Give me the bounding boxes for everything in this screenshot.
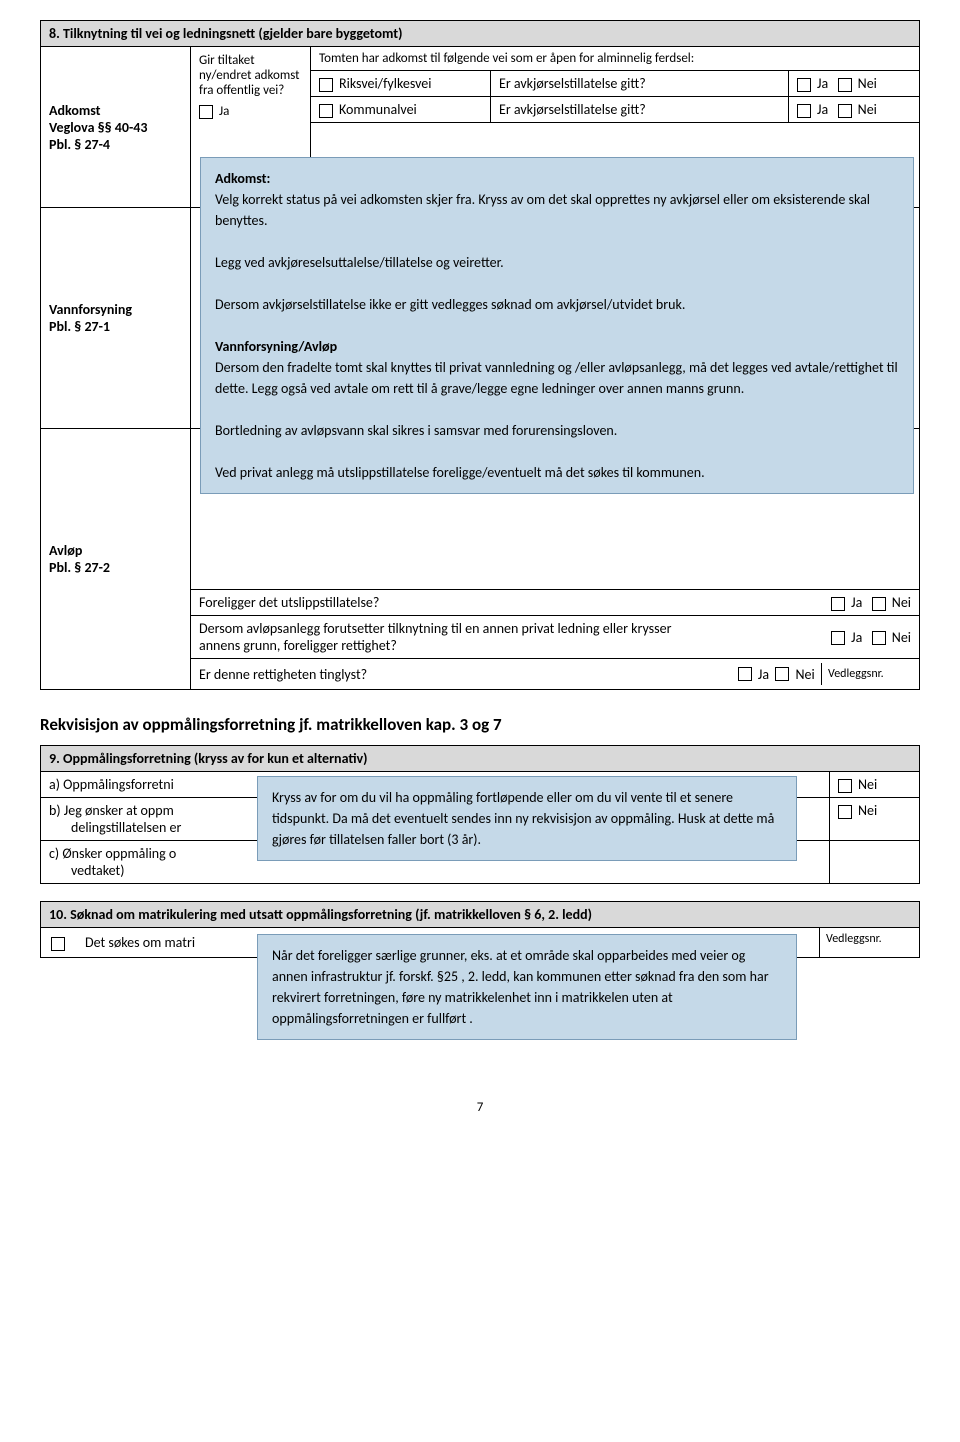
avlop-label-cell: Avløp Pbl. § 27-2 bbox=[41, 429, 191, 689]
s9-a: a) Oppmålingsforretni bbox=[49, 776, 174, 793]
avlop-q2-nei: Nei bbox=[892, 629, 911, 646]
avlop-vedlegg: Vedleggsnr. bbox=[821, 663, 911, 685]
s10-vedlegg: Vedleggsnr. bbox=[819, 928, 919, 957]
kommunal-checkbox[interactable] bbox=[319, 104, 333, 118]
avlop-label2: Pbl. § 27-2 bbox=[49, 559, 182, 576]
page-number: 7 bbox=[40, 1100, 920, 1115]
adkomst-label2: Veglova §§ 40-43 bbox=[49, 119, 182, 136]
kommunal-label: Kommunalvei bbox=[339, 101, 417, 118]
avlop-q2: Dersom avløpsanlegg forutsetter tilknytn… bbox=[199, 620, 699, 654]
kommunal-ja: Ja bbox=[817, 101, 828, 118]
callout-p4: Dersom den fradelte tomt skal knyttes ti… bbox=[215, 357, 899, 399]
avlop-q3: Er denne rettigheten tinglyst? bbox=[199, 666, 367, 683]
s9-a-nei: Nei bbox=[858, 776, 877, 793]
avlop-q1-ja: Ja bbox=[851, 594, 862, 611]
vann-label-cell: Vannforsyning Pbl. § 27-1 bbox=[41, 208, 191, 428]
section8-callout: Adkomst: Velg korrekt status på vei adko… bbox=[200, 157, 914, 494]
avlop-q3-ja: Ja bbox=[758, 666, 769, 683]
s9-b-nei: Nei bbox=[858, 802, 877, 819]
adkomst-intro: Tomten har adkomst til følgende vei som … bbox=[311, 47, 919, 71]
riksvei-ja: Ja bbox=[817, 75, 828, 92]
section8-body: Adkomst Veglova §§ 40-43 Pbl. § 27-4 Gir… bbox=[40, 47, 920, 690]
avlop-q2-nei-checkbox[interactable] bbox=[872, 631, 886, 645]
callout-p5: Bortledning av avløpsvann skal sikres i … bbox=[215, 420, 899, 441]
kommunal-ja-checkbox[interactable] bbox=[797, 104, 811, 118]
adkomst-q1: Gir tiltaket ny/endret adkomst fra offen… bbox=[199, 53, 302, 98]
kommunal-nei: Nei bbox=[858, 101, 877, 118]
section9-header: 9. Oppmålingsforretning (kryss av for ku… bbox=[40, 745, 920, 772]
riksvei-q: Er avkjørselstillatelse gitt? bbox=[491, 71, 789, 96]
avlop-q1-nei: Nei bbox=[892, 594, 911, 611]
riksvei-nei: Nei bbox=[858, 75, 877, 92]
adkomst-ja-label: Ja bbox=[219, 104, 229, 119]
vann-label2: Pbl. § 27-1 bbox=[49, 318, 182, 335]
avlop-q3-nei-checkbox[interactable] bbox=[775, 667, 789, 681]
callout-p6: Ved privat anlegg må utslippstillatelse … bbox=[215, 462, 899, 483]
avlop-q3-nei: Nei bbox=[795, 666, 814, 683]
callout-head1: Adkomst: bbox=[215, 170, 270, 187]
callout-p1: Velg korrekt status på vei adkomsten skj… bbox=[215, 189, 899, 231]
callout-p2: Legg ved avkjøreselsuttalelse/tillatelse… bbox=[215, 252, 899, 273]
section10-body: Det søkes om matri Vedleggsnr. Når det f… bbox=[40, 928, 920, 1088]
riksvei-checkbox[interactable] bbox=[319, 78, 333, 92]
riksvei-ja-checkbox[interactable] bbox=[797, 78, 811, 92]
avlop-q2-ja-checkbox[interactable] bbox=[831, 631, 845, 645]
avlop-q1-ja-checkbox[interactable] bbox=[831, 597, 845, 611]
callout-head2: Vannforsyning/Avløp bbox=[215, 338, 337, 355]
avlop-q1-nei-checkbox[interactable] bbox=[872, 597, 886, 611]
adkomst-label-cell: Adkomst Veglova §§ 40-43 Pbl. § 27-4 bbox=[41, 47, 191, 207]
vann-label1: Vannforsyning bbox=[49, 301, 182, 318]
rekvisisjon-heading: Rekvisisjon av oppmålingsforretning jf. … bbox=[40, 714, 920, 735]
s9-c2: vedtaket) bbox=[49, 862, 821, 879]
adkomst-label1: Adkomst bbox=[49, 102, 182, 119]
section9-callout: Kryss av for om du vil ha oppmåling fort… bbox=[257, 776, 797, 861]
avlop-label1: Avløp bbox=[49, 542, 182, 559]
adkomst-label3: Pbl. § 27-4 bbox=[49, 136, 182, 153]
section10-header: 10. Søknad om matrikulering med utsatt o… bbox=[40, 901, 920, 928]
avlop-q1: Foreligger det utslippstillatelse? bbox=[199, 594, 379, 611]
section10-callout: Når det foreligger særlige grunner, eks.… bbox=[257, 934, 797, 1040]
s9-b-nei-checkbox[interactable] bbox=[838, 805, 852, 819]
kommunal-nei-checkbox[interactable] bbox=[838, 104, 852, 118]
section8-header: 8. Tilknytning til vei og ledningsnett (… bbox=[40, 20, 920, 47]
kommunal-q: Er avkjørselstillatelse gitt? bbox=[491, 97, 789, 122]
s9-a-nei-checkbox[interactable] bbox=[838, 779, 852, 793]
avlop-q2-ja: Ja bbox=[851, 629, 862, 646]
section9-body: a) Oppmålingsforretni Nei b) Jeg ønsker … bbox=[40, 772, 920, 884]
avlop-q3-ja-checkbox[interactable] bbox=[738, 667, 752, 681]
riksvei-nei-checkbox[interactable] bbox=[838, 78, 852, 92]
riksvei-label: Riksvei/fylkesvei bbox=[339, 75, 431, 92]
s10-checkbox[interactable] bbox=[51, 937, 65, 951]
adkomst-ja-checkbox[interactable] bbox=[199, 105, 213, 119]
callout-p3: Dersom avkjørselstillatelse ikke er gitt… bbox=[215, 294, 899, 315]
